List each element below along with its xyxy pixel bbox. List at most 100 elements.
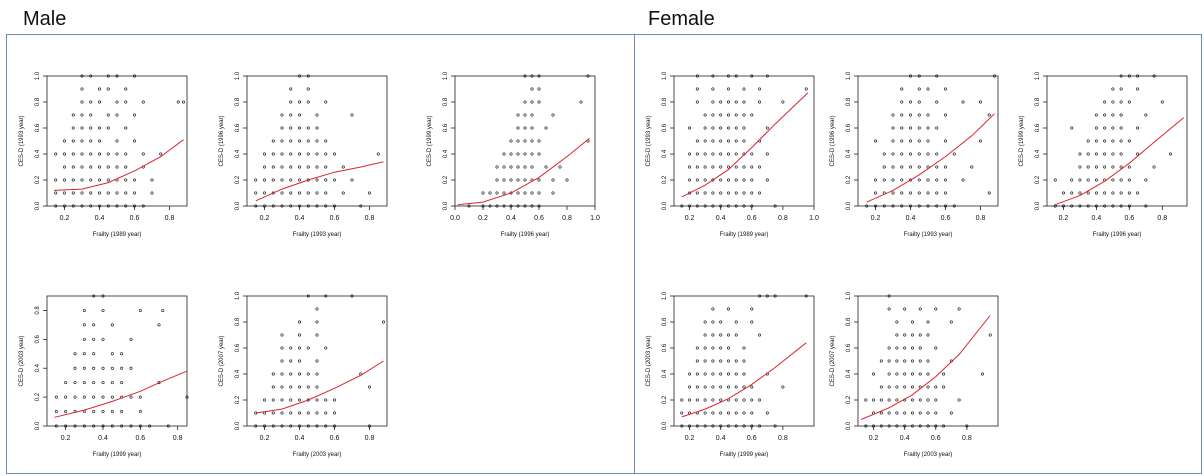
data-point: [509, 204, 513, 208]
data-point: [110, 395, 114, 399]
data-point: [891, 113, 895, 117]
data-point: [280, 372, 284, 376]
data-point: [1127, 178, 1131, 182]
data-point: [324, 178, 328, 182]
data-point: [80, 139, 84, 143]
data-point: [1061, 191, 1065, 195]
data-point: [262, 178, 266, 182]
y-tick-label: 1.0: [235, 71, 241, 80]
data-point: [695, 165, 699, 169]
x-tick-label: 0.4: [506, 215, 516, 222]
data-point: [324, 424, 328, 428]
data-point: [711, 139, 715, 143]
data-point: [1094, 191, 1098, 195]
y-tick-label: 0.6: [662, 123, 668, 132]
y-tick-label: 0.4: [235, 149, 241, 158]
data-point: [92, 424, 96, 428]
data-point: [488, 191, 492, 195]
data-point: [944, 139, 948, 143]
y-tick-label: 1.0: [846, 291, 852, 300]
data-point: [80, 126, 84, 130]
y-tick-label: 0.8: [1035, 97, 1041, 106]
data-point: [688, 372, 692, 376]
data-point: [133, 113, 137, 117]
data-point: [680, 411, 684, 415]
data-point: [970, 165, 974, 169]
data-point: [758, 294, 762, 298]
data-point: [73, 352, 77, 356]
data-point: [376, 152, 380, 156]
data-point: [909, 165, 913, 169]
data-point: [516, 113, 520, 117]
data-point: [324, 139, 328, 143]
data-point: [537, 152, 541, 156]
data-point: [719, 178, 723, 182]
data-point: [138, 395, 142, 399]
data-point: [711, 152, 715, 156]
plot-frame: [673, 295, 815, 427]
data-point: [1086, 178, 1090, 182]
data-point: [280, 346, 284, 350]
data-point: [306, 100, 310, 104]
data-point: [688, 385, 692, 389]
data-point: [254, 191, 258, 195]
y-tick-label: 0.0: [1035, 201, 1041, 210]
data-point: [726, 178, 730, 182]
data-point: [934, 307, 938, 311]
plot-frame: [454, 75, 596, 207]
data-point: [551, 113, 555, 117]
data-point: [734, 100, 738, 104]
data-point: [887, 424, 891, 428]
data-point: [1103, 204, 1107, 208]
data-point: [298, 333, 302, 337]
data-point: [917, 100, 921, 104]
data-point: [935, 165, 939, 169]
x-axis-label: Frailty (2003 year): [904, 452, 953, 458]
data-point: [298, 346, 302, 350]
data-point: [92, 294, 96, 298]
data-point: [537, 191, 541, 195]
data-point: [82, 366, 86, 370]
data-point: [120, 352, 124, 356]
data-point: [315, 385, 319, 389]
data-point: [719, 424, 723, 428]
data-point: [530, 191, 534, 195]
data-point: [306, 385, 310, 389]
data-point: [80, 178, 84, 182]
data-point: [537, 178, 541, 182]
data-point: [957, 398, 961, 402]
data-point: [157, 323, 161, 327]
data-point: [115, 152, 119, 156]
data-point: [71, 139, 75, 143]
plot-frame: [857, 75, 999, 207]
data-point: [120, 424, 124, 428]
data-point: [917, 204, 921, 208]
data-point: [926, 359, 930, 363]
data-point: [1053, 204, 1057, 208]
y-tick-label: 0.4: [235, 369, 241, 378]
data-point: [758, 333, 762, 337]
data-point: [324, 294, 328, 298]
y-tick-label: 0.0: [662, 201, 668, 210]
data-point: [711, 178, 715, 182]
data-point: [1094, 113, 1098, 117]
data-point: [726, 100, 730, 104]
y-tick-label: 0.0: [846, 201, 852, 210]
data-point: [688, 152, 692, 156]
data-point: [289, 165, 293, 169]
data-point: [900, 113, 904, 117]
data-point: [129, 337, 133, 341]
data-point: [695, 74, 699, 78]
data-point: [719, 126, 723, 130]
data-point: [106, 87, 110, 91]
fit-line: [54, 370, 188, 418]
data-point: [703, 126, 707, 130]
data-point: [703, 333, 707, 337]
data-point: [141, 100, 145, 104]
data-point: [926, 87, 930, 91]
data-point: [961, 100, 965, 104]
x-tick-label: 0.4: [900, 435, 910, 442]
x-tick-label: 0.4: [295, 435, 305, 442]
data-point: [530, 87, 534, 91]
data-point: [150, 178, 154, 182]
